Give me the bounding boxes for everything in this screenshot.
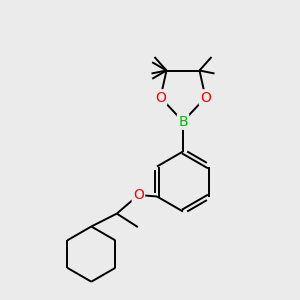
Text: B: B: [178, 115, 188, 128]
Text: O: O: [133, 188, 144, 202]
Text: O: O: [155, 91, 166, 104]
Text: O: O: [200, 91, 211, 104]
